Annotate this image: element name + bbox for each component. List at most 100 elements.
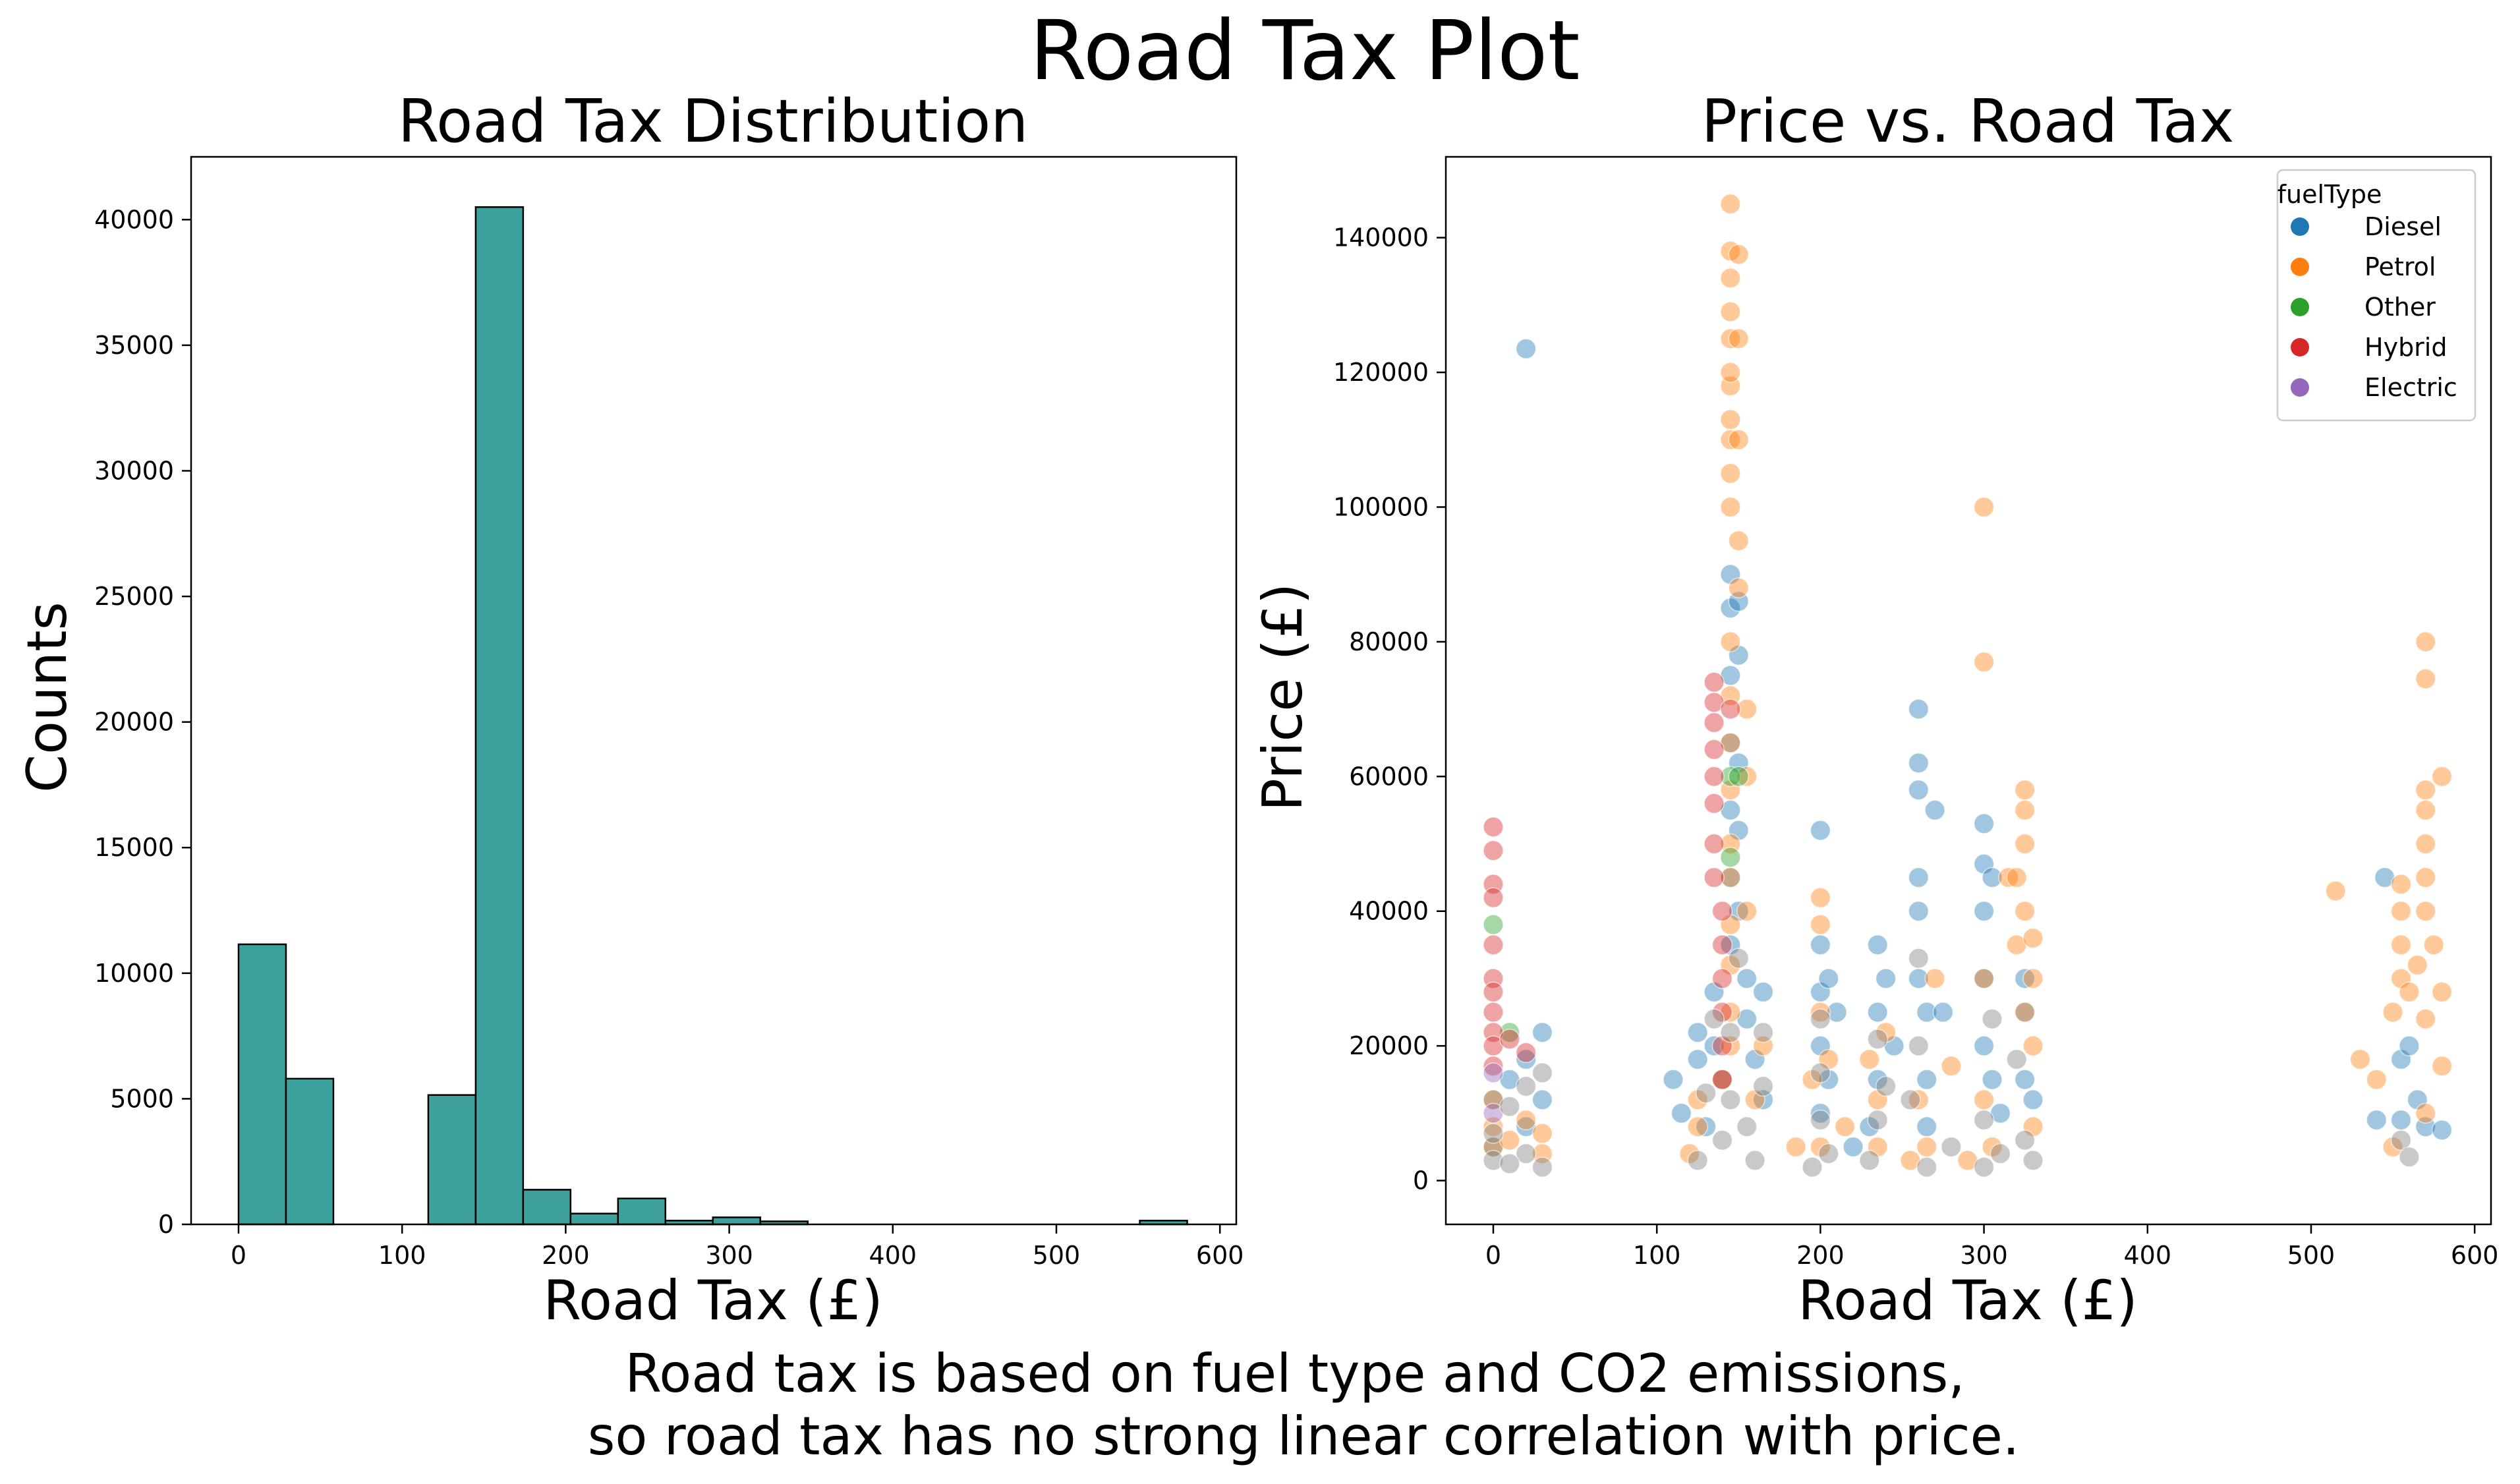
legend-label: Diesel: [2364, 212, 2442, 241]
caption-line-2: so road tax has no strong linear correla…: [588, 1406, 2020, 1467]
scatter-point: [1973, 496, 1995, 518]
scatter-point: [1908, 780, 1930, 801]
scatter-point: [1728, 766, 1750, 787]
scatter-y-tick-label: 100000: [1333, 492, 1429, 521]
scatter-point: [1982, 867, 2003, 888]
scatter-point: [1728, 644, 1750, 666]
histogram-x-tick-label: 100: [378, 1241, 426, 1270]
scatter-point: [1515, 1109, 1537, 1131]
scatter-point: [2431, 981, 2453, 1003]
scatter-point: [1704, 1035, 1725, 1056]
scatter-point: [1711, 968, 1733, 989]
scatter-point: [1973, 968, 1995, 989]
scatter-point: [1704, 766, 1725, 787]
scatter-point: [1810, 934, 1831, 956]
scatter-point: [1810, 1035, 1831, 1056]
scatter-point: [1924, 799, 1945, 821]
scatter-point: [1900, 1089, 1921, 1110]
scatter-point: [1810, 820, 1831, 841]
scatter-point: [2415, 668, 2436, 689]
scatter-point: [1982, 1069, 2003, 1091]
scatter-point: [1908, 867, 1930, 888]
scatter-point: [1687, 1116, 1708, 1137]
scatter-point: [1810, 1136, 1831, 1158]
scatter-point: [1728, 820, 1750, 841]
scatter-point: [1810, 1102, 1831, 1124]
scatter-point: [1483, 914, 1504, 935]
scatter-point: [1973, 813, 1995, 834]
scatter-point: [1720, 1089, 1741, 1110]
scatter-point: [1810, 1109, 1831, 1131]
scatter-point: [1704, 1008, 1725, 1030]
scatter-x-ticks: 0 100 200 300 400 500 600: [1485, 1224, 2498, 1270]
scatter-point: [1802, 1069, 1823, 1091]
scatter-point: [1973, 1156, 1995, 1178]
scatter-x-tick-label: 100: [1633, 1241, 1681, 1270]
scatter-point: [1973, 853, 1995, 874]
legend-label: Other: [2364, 293, 2436, 322]
scatter-x-tick-label: 300: [1960, 1241, 2008, 1270]
scatter-point: [2390, 934, 2412, 956]
scatter-point: [1908, 900, 1930, 922]
scatter-point: [1687, 1089, 1708, 1110]
scatter-point: [1736, 968, 1758, 989]
scatter-point: [1875, 968, 1897, 989]
scatter-point: [2415, 900, 2436, 922]
scatter-point: [1957, 1150, 1978, 1171]
scatter-point: [1704, 981, 1725, 1003]
scatter-points: [1483, 193, 2453, 1178]
scatter-point: [1744, 1089, 1765, 1110]
scatter-point: [2423, 934, 2444, 956]
scatter-point: [1711, 1069, 1733, 1091]
scatter-point: [1711, 1035, 1733, 1056]
scatter-y-tick-label: 80000: [1349, 627, 1429, 656]
scatter-point: [1752, 1075, 1774, 1097]
histogram-x-tick-label: 300: [705, 1241, 753, 1270]
scatter-point: [1973, 1109, 1995, 1131]
scatter-point: [1826, 1002, 1847, 1023]
scatter-point: [1908, 948, 1930, 969]
scatter-point: [1867, 1002, 1888, 1023]
scatter-y-ticks: 0 20000 40000 60000 80000 100000 120000 140000: [1333, 223, 1446, 1195]
scatter-point: [2382, 1136, 2403, 1158]
histogram-x-tick-label: 600: [1196, 1241, 1244, 1270]
scatter-point: [1483, 816, 1504, 838]
scatter-point: [2399, 981, 2420, 1003]
scatter-point: [1810, 1008, 1831, 1030]
scatter-point: [2415, 867, 2436, 888]
scatter-frame: [1445, 156, 2492, 1226]
scatter-point: [2390, 968, 2412, 989]
histogram-y-tick-label: 5000: [110, 1084, 174, 1113]
scatter-point: [1736, 900, 1758, 922]
scatter-point: [2325, 880, 2346, 901]
scatter-point: [1843, 1136, 1864, 1158]
scatter-point: [1720, 241, 1741, 262]
scatter-point: [1720, 193, 1741, 215]
scatter-x-tick-label: 500: [2287, 1241, 2335, 1270]
scatter-point: [1720, 954, 1741, 976]
scatter-point: [1752, 1021, 1774, 1043]
scatter-point: [2006, 1048, 2027, 1070]
scatter-point: [1916, 1156, 1937, 1178]
scatter-point: [2014, 1129, 2036, 1151]
scatter-point: [1483, 1056, 1504, 1077]
scatter-point: [1711, 900, 1733, 922]
scatter-point: [1941, 1056, 1962, 1077]
scatter-point: [1515, 1048, 1537, 1070]
histogram-bar: [617, 1197, 667, 1226]
scatter-point: [1687, 1150, 1708, 1171]
scatter-point: [1720, 914, 1741, 935]
scatter-point: [1499, 1129, 1520, 1151]
legend-marker: [2291, 258, 2309, 276]
histogram-bar: [474, 206, 525, 1226]
scatter-y-tick-label: 140000: [1333, 223, 1429, 252]
scatter-point: [1998, 867, 2019, 888]
histogram-x-tick-label: 400: [869, 1241, 917, 1270]
scatter-point: [1720, 301, 1741, 322]
scatter-point: [1867, 934, 1888, 956]
scatter-point: [1859, 1116, 1880, 1137]
scatter-point: [2390, 1129, 2412, 1151]
scatter-point: [1532, 1123, 1553, 1144]
scatter-point: [1908, 699, 1930, 720]
scatter-y-tick-label: 0: [1413, 1166, 1429, 1195]
